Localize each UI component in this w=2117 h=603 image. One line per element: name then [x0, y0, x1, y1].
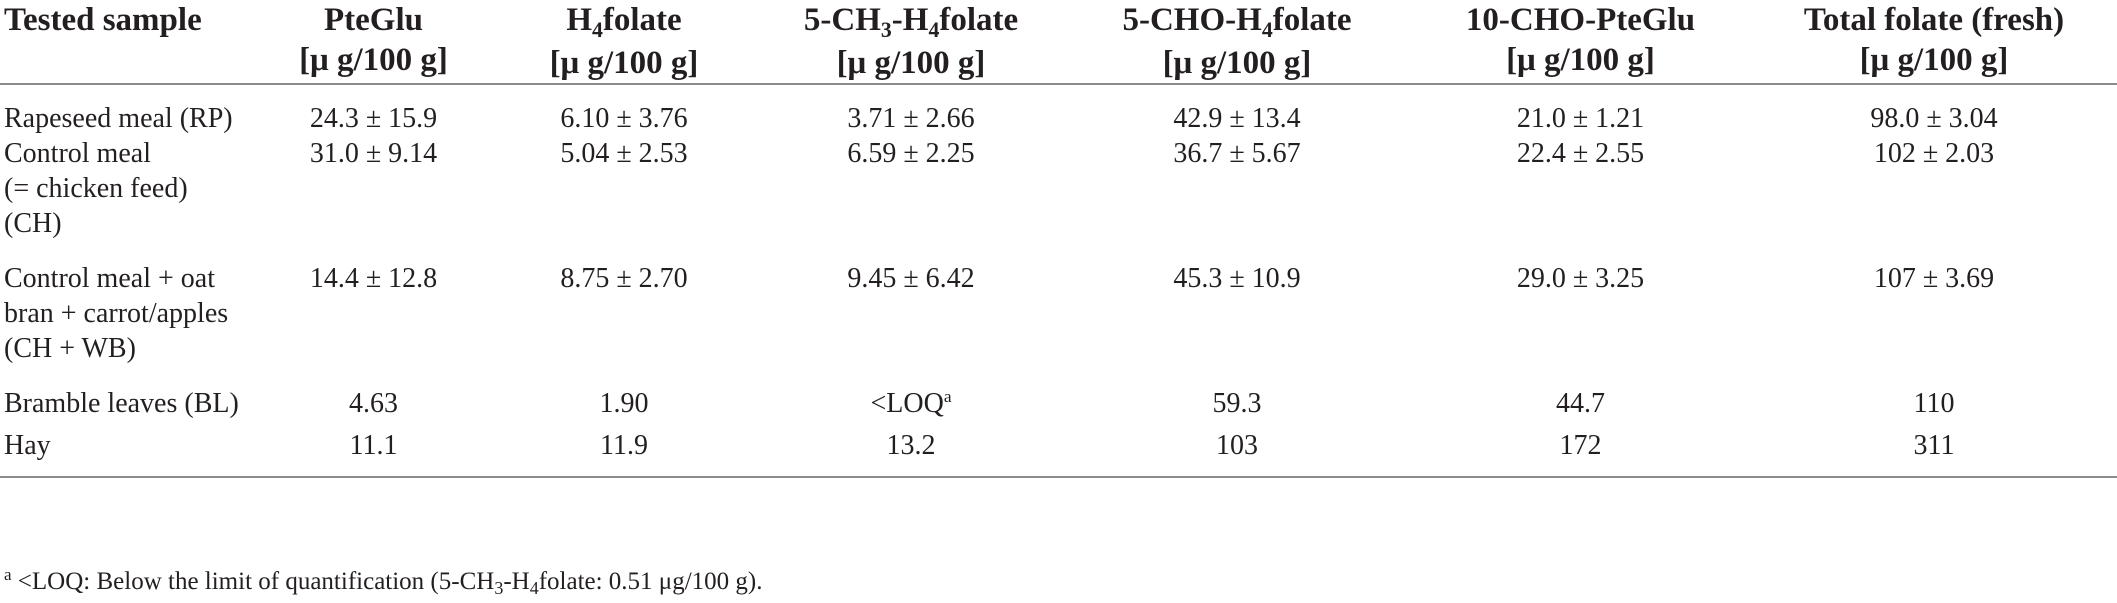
value-cell: 102 ± 2.03	[1873, 138, 1995, 169]
value-cell: 11.1	[257, 428, 490, 478]
unit-label: [μ g/100 g]	[1859, 42, 2009, 78]
header-10-cho-pteglu: 10-CHO-PteGlu [μ g/100 g]	[1410, 0, 1751, 85]
value-cell: 14.4 ± 12.8	[309, 263, 438, 294]
footnote-marker: a	[4, 564, 12, 584]
sample-name-cell: Hay	[0, 428, 257, 478]
table-row: Rapeseed meal (RP) 24.3 ± 15.9 6.10 ± 3.…	[0, 84, 2117, 136]
sample-name-cell: Rapeseed meal (RP)	[4, 103, 233, 134]
header-5-cho-h4folate: 5-CHO-H4folate [μ g/100 g]	[1064, 0, 1410, 85]
value-cell: 24.3 ± 15.9	[309, 103, 438, 134]
value-cell: <LOQa	[758, 386, 1064, 428]
value-cell: 59.3	[1212, 388, 1262, 419]
value-cell: 36.7 ± 5.67	[1173, 138, 1301, 169]
header-5-ch3-h4folate: 5-CH3-H4folate [μ g/100 g]	[758, 0, 1064, 85]
value-cell: 8.75 ± 2.70	[560, 263, 688, 294]
value-cell: 6.10 ± 3.76	[560, 103, 688, 134]
value-cell: 29.0 ± 3.25	[1516, 263, 1645, 294]
header-tested-sample: Tested sample	[0, 0, 257, 85]
value-cell: 9.45 ± 6.42	[847, 263, 975, 294]
sample-name-cell: Control meal (= chicken feed) (CH)	[4, 138, 188, 239]
folate-table: Tested sample PteGlu [μ g/100 g] H4folat…	[0, 0, 2117, 478]
unit-label: [μ g/100 g]	[1162, 45, 1312, 81]
unit-label: [μ g/100 g]	[836, 45, 986, 81]
value-cell: 22.4 ± 2.55	[1516, 138, 1645, 169]
header-pteglu: PteGlu [μ g/100 g]	[257, 0, 490, 85]
value-cell: 45.3 ± 10.9	[1173, 263, 1301, 294]
unit-label: [μ g/100 g]	[549, 45, 699, 81]
header-total-folate: Total folate (fresh) [μ g/100 g]	[1751, 0, 2117, 85]
header-h4folate: H4folate [μ g/100 g]	[490, 0, 758, 85]
unit-label: [μ g/100 g]	[299, 42, 448, 78]
value-cell: 107 ± 3.69	[1873, 263, 1995, 294]
value-cell: 172	[1410, 428, 1751, 478]
header-row: Tested sample PteGlu [μ g/100 g] H4folat…	[0, 0, 2117, 85]
value-cell: 6.59 ± 2.25	[847, 138, 975, 169]
value-cell: 21.0 ± 1.21	[1516, 103, 1645, 134]
value-cell: 11.9	[490, 428, 758, 478]
unit-label: [μ g/100 g]	[1506, 42, 1655, 78]
value-cell: 4.63	[349, 388, 398, 419]
value-cell: 98.0 ± 3.04	[1870, 103, 1998, 134]
value-cell: 110	[1913, 388, 1955, 419]
table-footnote: a <LOQ: Below the limit of quantificatio…	[4, 565, 762, 599]
footnote-marker: a	[943, 387, 952, 407]
value-cell: 311	[1751, 428, 2117, 478]
value-cell: 3.71 ± 2.66	[847, 103, 975, 134]
table-row: Bramble leaves (BL) 4.63 1.90 <LOQa 59.3…	[0, 386, 2117, 428]
table-row: Hay 11.1 11.9 13.2 103 172 311	[0, 428, 2117, 478]
sample-name-cell: Bramble leaves (BL)	[4, 388, 239, 419]
value-cell: 44.7	[1556, 388, 1605, 419]
value-cell: 1.90	[599, 388, 649, 419]
value-cell: 103	[1064, 428, 1410, 478]
table-row: Control meal (= chicken feed) (CH) 31.0 …	[0, 136, 2117, 261]
value-cell: 31.0 ± 9.14	[309, 138, 438, 169]
value-cell: 42.9 ± 13.4	[1173, 103, 1301, 134]
value-cell: 13.2	[758, 428, 1064, 478]
sample-name-cell: Control meal + oat bran + carrot/apples …	[4, 263, 229, 364]
table-row: Control meal + oat bran + carrot/apples …	[0, 261, 2117, 386]
value-cell: 5.04 ± 2.53	[560, 138, 688, 169]
